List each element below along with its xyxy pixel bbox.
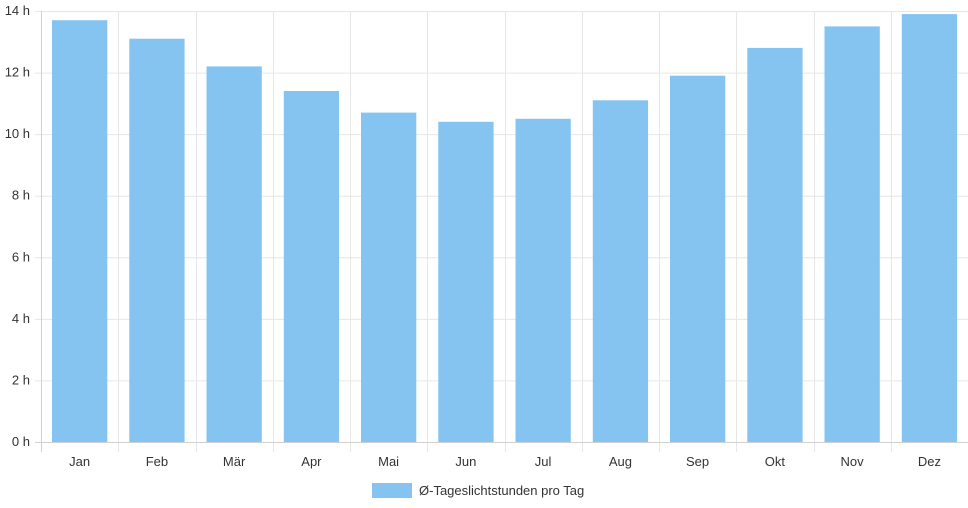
- x-tick-label: Mai: [378, 454, 399, 469]
- bar-dez[interactable]: [901, 14, 958, 442]
- y-tick-label: 14 h: [5, 3, 30, 18]
- legend-label[interactable]: Ø-Tageslichtstunden pro Tag: [419, 483, 584, 498]
- y-tick-label: 10 h: [5, 126, 30, 141]
- bar-nov[interactable]: [824, 26, 880, 443]
- bar-mär[interactable]: [206, 66, 262, 443]
- y-tick-label: 4 h: [12, 311, 30, 326]
- legend-swatch[interactable]: [372, 483, 412, 498]
- y-tick-label: 6 h: [12, 249, 30, 264]
- bar-okt[interactable]: [747, 47, 803, 443]
- x-tick-label: Dez: [918, 454, 941, 469]
- bar-jun[interactable]: [438, 121, 494, 443]
- bar-feb[interactable]: [129, 38, 185, 442]
- x-tick-label: Jun: [455, 454, 476, 469]
- x-tick-label: Nov: [841, 454, 865, 469]
- x-tick-label: Jan: [69, 454, 90, 469]
- x-tick-label: Apr: [301, 454, 322, 469]
- y-tick-label: 2 h: [12, 372, 30, 387]
- x-tick-label: Jul: [535, 454, 552, 469]
- bar-apr[interactable]: [283, 91, 340, 442]
- grid: [35, 11, 968, 452]
- y-tick-label: 8 h: [12, 188, 30, 203]
- y-tick-label: 0 h: [12, 434, 30, 449]
- y-tick-label: 12 h: [5, 65, 30, 80]
- bar-mai[interactable]: [361, 112, 417, 442]
- x-tick-label: Mär: [223, 454, 246, 469]
- x-tick-label: Feb: [146, 454, 168, 469]
- x-axis-labels: Jan Feb Mär Apr Mai Jun Jul Aug Sep Okt Nov Dez: [69, 454, 941, 469]
- x-tick-label: Okt: [765, 454, 786, 469]
- bar-sep[interactable]: [670, 75, 726, 442]
- bar-aug[interactable]: [592, 100, 649, 443]
- bar-jan[interactable]: [52, 20, 108, 442]
- x-tick-label: Aug: [609, 454, 632, 469]
- y-axis-labels: 0 h 2 h 4 h 6 h 8 h 10 h 12 h 14 h: [5, 3, 30, 449]
- x-tick-label: Sep: [686, 454, 709, 469]
- legend[interactable]: Ø-Tageslichtstunden pro Tag: [372, 483, 584, 498]
- bars: [52, 14, 958, 443]
- bar-jul[interactable]: [515, 118, 571, 443]
